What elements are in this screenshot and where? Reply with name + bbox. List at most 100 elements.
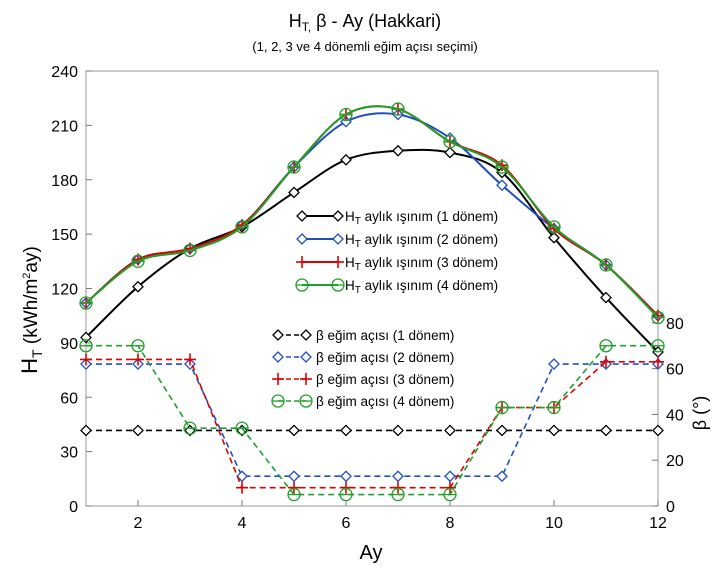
y-right-tick-label: 20 — [666, 453, 684, 470]
y-left-tick-label: 30 — [60, 445, 78, 462]
angle-point — [236, 470, 248, 483]
chart-subtitle: (1, 2, 3 ve 4 dönemli eğim açısı seçimi) — [252, 39, 477, 54]
angle-line — [86, 358, 658, 489]
legend-marker — [272, 373, 284, 385]
x-tick-label: 12 — [649, 515, 667, 532]
angle-point — [548, 358, 560, 370]
angle-point — [236, 481, 248, 494]
legend-label: HT aylık ışınım (2 dönem) — [345, 232, 498, 250]
angle-point — [495, 400, 509, 415]
angle-point — [339, 487, 353, 502]
angle-point — [444, 424, 456, 437]
angle-point — [443, 487, 457, 502]
legend-marker — [332, 210, 344, 222]
radiation-point — [600, 291, 612, 304]
radiation-line — [85, 105, 659, 319]
angle-point — [288, 470, 300, 483]
y-left-tick-label: 180 — [51, 173, 78, 190]
legend-label: β eğim açısı (3 dönem) — [316, 372, 454, 387]
radiation-point — [288, 186, 300, 199]
legend-marker — [272, 329, 284, 341]
angle-point — [652, 424, 664, 437]
legend-label: β eğim açısı (2 dönem) — [316, 350, 454, 365]
x-tick-label: 4 — [238, 515, 247, 532]
legend-radiation: HT aylık ışınım (1 dönem) HT aylık ışınım… — [295, 209, 498, 296]
angle-point — [392, 470, 404, 483]
legend-marker — [296, 256, 308, 268]
legend-marker — [332, 256, 344, 268]
angle-point — [287, 487, 301, 502]
legend-label: HT aylık ışınım (1 dönem) — [345, 209, 498, 227]
radiation-point — [339, 107, 353, 122]
radiation-point — [340, 153, 352, 166]
y-axis-label-right: β (°) — [690, 396, 710, 431]
angle-point — [183, 421, 197, 435]
angle-point — [340, 481, 352, 494]
angle-point — [652, 355, 664, 368]
x-tick-label: 2 — [134, 515, 143, 532]
angle-point — [548, 424, 560, 437]
angle-point — [132, 424, 144, 437]
radiation-point — [444, 146, 456, 159]
radiation-point — [547, 220, 561, 234]
radiation-point — [391, 102, 405, 116]
radiation-point — [183, 243, 197, 258]
angle-line — [86, 363, 658, 478]
angle-series-1 — [80, 424, 664, 437]
angle-point — [132, 353, 144, 366]
radiation-point — [131, 254, 145, 268]
x-axis-label: Ay — [360, 542, 383, 564]
radiation-point — [79, 296, 93, 310]
angle-point — [288, 424, 300, 437]
y-left-tick-label: 210 — [51, 118, 78, 135]
angle-point — [392, 481, 404, 494]
radiation-point — [651, 310, 665, 325]
angle-point — [340, 470, 352, 483]
y-left-tick-label: 120 — [51, 282, 78, 299]
angle-point — [392, 424, 404, 437]
y-axis-label-left: HT (kWh/m2ay) — [17, 246, 45, 374]
angle-point — [599, 339, 613, 353]
legend-label: HT aylık ışınım (4 dönem) — [345, 278, 498, 296]
angle-point — [496, 470, 508, 483]
angle-point — [496, 424, 508, 437]
angle-point — [651, 339, 665, 353]
y-left-tick-label: 60 — [60, 390, 78, 407]
y-right-tick-label: 80 — [666, 316, 684, 333]
legend-marker — [331, 278, 345, 292]
x-tick-label: 6 — [342, 515, 351, 532]
angle-point — [547, 400, 561, 415]
angle-point — [235, 421, 249, 435]
angle-point — [444, 481, 456, 494]
radiation-point — [132, 280, 144, 293]
legend-marker — [299, 394, 313, 408]
legend-angle: β eğim açısı (1 dönem) β eğim açısı (2 dö… — [271, 328, 454, 409]
angle-point — [79, 339, 93, 353]
radiation-point — [599, 258, 613, 272]
legend-marker — [296, 233, 308, 245]
radiation-point — [496, 179, 508, 192]
y-left-tick-label: 150 — [51, 227, 78, 244]
legend-marker — [300, 373, 312, 385]
y-right-tick-label: 0 — [666, 499, 675, 516]
radiation-point — [287, 160, 301, 174]
x-tick-label: 10 — [545, 515, 563, 532]
angle-point — [600, 355, 612, 368]
legend-marker — [300, 351, 312, 363]
angle-line — [86, 344, 658, 496]
y-right-tick-label: 60 — [666, 362, 684, 379]
angle-point — [131, 339, 145, 353]
legend-marker — [300, 329, 312, 341]
angle-point — [340, 424, 352, 437]
radiation-point — [548, 231, 560, 244]
angle-point — [600, 424, 612, 437]
angle-series-4 — [79, 339, 665, 502]
legend-marker — [295, 278, 309, 292]
angle-series-2 — [80, 358, 664, 483]
radiation-series-1 — [80, 144, 664, 358]
x-tick-label: 8 — [446, 515, 455, 532]
y-left-tick-label: 0 — [69, 499, 78, 516]
angle-point — [80, 353, 92, 366]
radiation-point — [235, 220, 249, 234]
